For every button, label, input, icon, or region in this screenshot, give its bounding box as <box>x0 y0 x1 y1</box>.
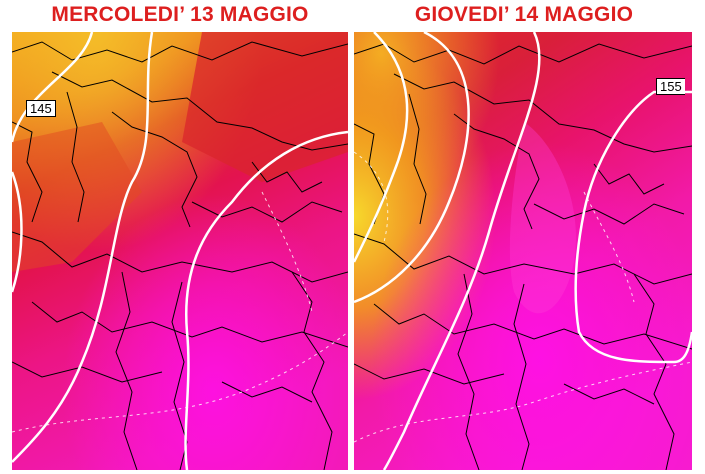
contour-label-145: 145 <box>26 100 56 117</box>
panel-title-wednesday: MERCOLEDI’ 13 MAGGIO <box>51 3 309 26</box>
geopotential-isolines <box>354 32 692 470</box>
map-panel-thursday: 155 <box>354 32 692 470</box>
coastlines <box>12 41 348 470</box>
dashed-isotherms <box>354 151 692 443</box>
dashed-isotherms <box>12 191 348 433</box>
map-panel-wednesday: 145 <box>12 32 348 470</box>
weather-map-thursday <box>354 32 692 470</box>
contour-label-155: 155 <box>656 78 685 95</box>
geopotential-isolines <box>12 32 348 470</box>
panel-title-thursday: GIOVEDI’ 14 MAGGIO <box>414 3 634 26</box>
weather-map-wednesday <box>12 32 348 470</box>
